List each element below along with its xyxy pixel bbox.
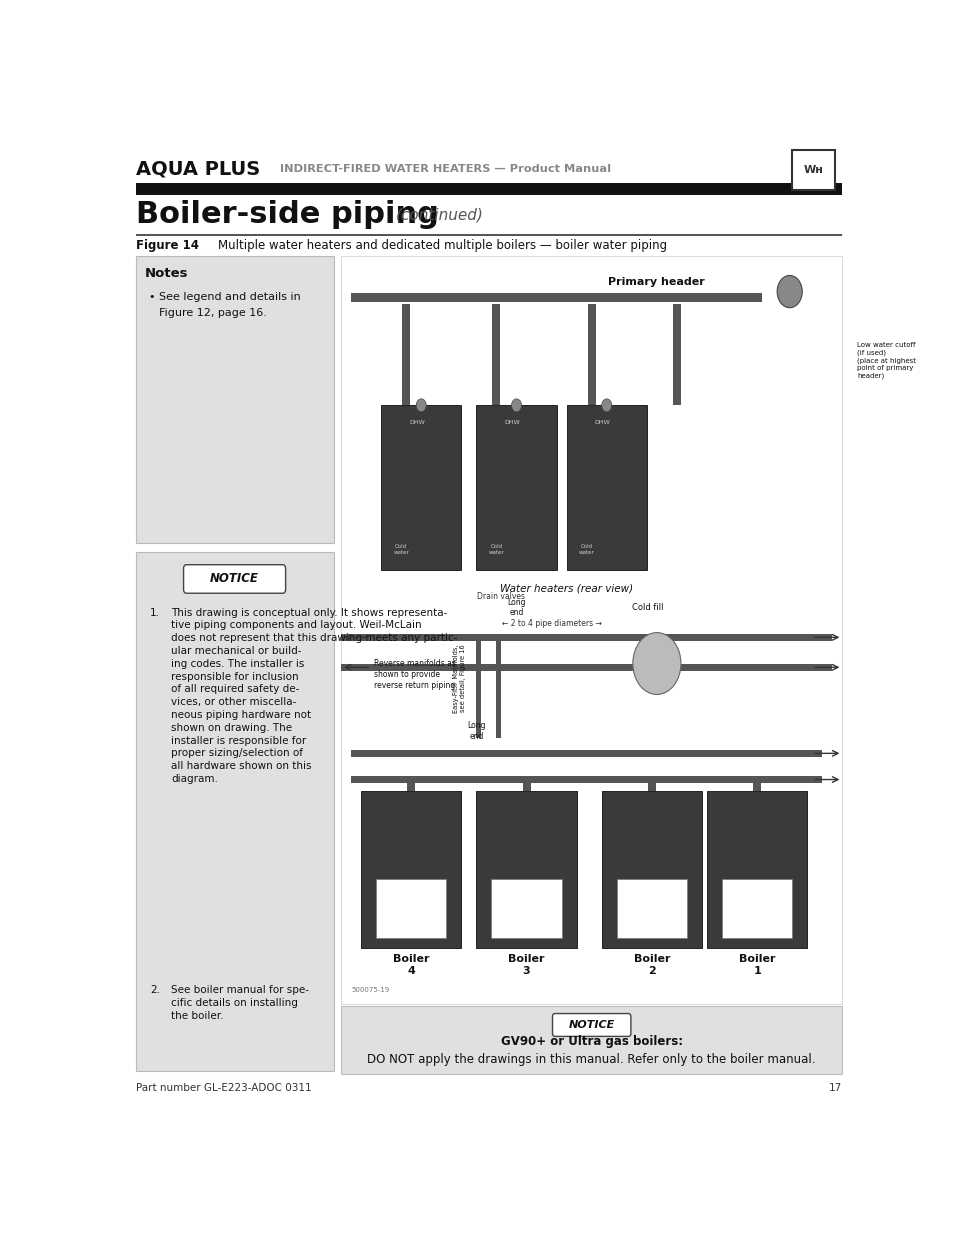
Bar [135,256,334,543]
Circle shape [632,632,680,694]
Bar [752,783,760,790]
Text: Cold fill: Cold fill [631,603,662,611]
Text: Boiler
2: Boiler 2 [633,953,669,976]
Text: Drain valves: Drain valves [476,592,525,600]
Text: DHW: DHW [595,420,610,425]
Text: 2.: 2. [151,986,160,995]
Text: Multiple water heaters and dedicated multiple boilers — boiler water piping: Multiple water heaters and dedicated mul… [218,238,667,252]
Bar [672,304,680,405]
Bar [491,879,561,939]
Bar [601,790,701,948]
Text: Figure 14: Figure 14 [135,238,198,252]
Bar [706,790,806,948]
Circle shape [511,399,521,411]
Bar [361,790,461,948]
Bar [492,304,500,405]
FancyBboxPatch shape [183,564,285,593]
Text: DHW: DHW [409,420,425,425]
Text: Long
end: Long end [467,721,485,741]
Bar [496,637,501,739]
Text: DO NOT apply the drawings in this manual. Refer only to the boiler manual.: DO NOT apply the drawings in this manual… [367,1053,815,1066]
Bar [381,405,461,571]
Bar [407,783,415,790]
Text: Boiler
1: Boiler 1 [738,953,775,976]
Circle shape [416,399,426,411]
Text: Part number GL-E223-ADOC 0311: Part number GL-E223-ADOC 0311 [135,1083,311,1093]
Bar [476,637,481,739]
Text: Cold
water: Cold water [488,545,504,555]
Circle shape [601,399,611,411]
Text: Reverse manifolds as
shown to provide
reverse return piping.: Reverse manifolds as shown to provide re… [374,659,456,690]
Text: NOTICE: NOTICE [568,1020,614,1030]
Bar [341,256,841,1004]
Bar [721,879,791,939]
Bar [476,790,576,948]
Bar [566,405,646,571]
Bar [341,1007,841,1074]
Text: AQUA PLUS: AQUA PLUS [135,159,259,179]
Bar [791,151,834,190]
Bar [341,634,831,641]
Text: Low water cutoff
(if used)
(place at highest
point of primary
header): Low water cutoff (if used) (place at hig… [857,342,916,379]
Text: GV90+ or Ultra gas boilers:: GV90+ or Ultra gas boilers: [500,1035,682,1049]
Bar [402,304,410,405]
Text: Boiler
4: Boiler 4 [393,953,429,976]
Text: See boiler manual for spe-
cific details on installing
the boiler.: See boiler manual for spe- cific details… [171,986,309,1020]
Text: (continued): (continued) [395,207,483,222]
Text: Water heaters (rear view): Water heaters (rear view) [499,584,633,594]
Text: Primary header: Primary header [608,277,704,287]
Bar [341,663,831,671]
Text: This drawing is conceptual only. It shows representa-
tive piping components and: This drawing is conceptual only. It show… [171,608,457,784]
Bar [351,750,821,757]
Text: 1.: 1. [151,608,160,618]
Circle shape [777,275,801,308]
Text: Figure 12, page 16.: Figure 12, page 16. [159,308,267,317]
Text: •: • [149,291,155,301]
Text: Boiler-side piping: Boiler-side piping [135,200,438,230]
Text: NOTICE: NOTICE [210,573,259,585]
Bar [135,190,841,195]
Text: DHW: DHW [504,420,519,425]
Text: ← 2 to 4 pipe diameters →: ← 2 to 4 pipe diameters → [501,620,601,629]
Bar [587,304,595,405]
Text: 17: 17 [828,1083,841,1093]
Text: Cold
water: Cold water [578,545,594,555]
Bar [135,183,841,191]
Bar [522,783,530,790]
Text: Long
end: Long end [507,598,525,618]
Bar [135,233,841,236]
Text: See legend and details in: See legend and details in [159,291,300,301]
Bar [135,552,334,1071]
Bar [351,293,761,303]
Bar [375,879,446,939]
Bar [647,783,655,790]
Text: Cold
water: Cold water [393,545,409,555]
FancyBboxPatch shape [552,1014,630,1036]
Text: Easy-Fit® Manifolds,
see detail, Figure 16: Easy-Fit® Manifolds, see detail, Figure … [452,645,465,713]
Bar [616,879,686,939]
Text: INDIRECT-FIRED WATER HEATERS — Product Manual: INDIRECT-FIRED WATER HEATERS — Product M… [279,164,610,174]
Text: Notes: Notes [144,267,188,280]
Text: 500075-19: 500075-19 [351,987,389,993]
Bar [476,405,556,571]
Bar [351,776,821,783]
Text: Boiler
3: Boiler 3 [508,953,544,976]
Text: Wʜ: Wʜ [802,165,822,175]
